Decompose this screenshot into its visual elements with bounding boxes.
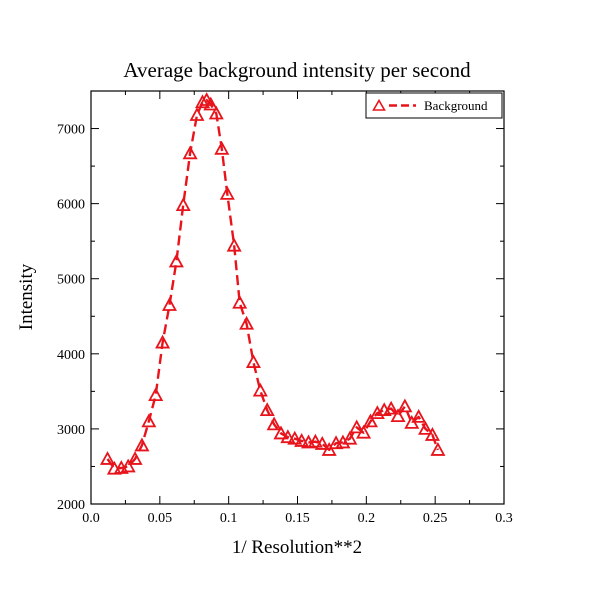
data-point-triangle bbox=[335, 434, 351, 449]
y-tick-label: 4000 bbox=[57, 348, 85, 363]
y-tick-label: 5000 bbox=[57, 273, 85, 288]
data-point-triangle bbox=[383, 400, 399, 415]
y-tick-label: 3000 bbox=[57, 423, 85, 438]
data-point-triangle bbox=[273, 425, 289, 440]
x-tick-label: 0.0 bbox=[82, 511, 100, 526]
series-layer bbox=[100, 92, 446, 475]
data-point-triangle bbox=[175, 197, 191, 212]
data-point-triangle bbox=[141, 413, 157, 428]
data-point-triangle bbox=[362, 413, 378, 428]
data-point-triangle bbox=[411, 409, 427, 423]
data-point-triangle bbox=[287, 430, 303, 445]
data-point-triangle bbox=[208, 105, 224, 120]
y-axis: 2000 3000 4000 5000 6000 7000 bbox=[57, 123, 504, 513]
data-point-triangle bbox=[321, 442, 337, 456]
data-point-triangle bbox=[100, 451, 116, 465]
data-point-triangle bbox=[182, 145, 198, 160]
data-point-triangle bbox=[430, 442, 446, 456]
chart-title: Average background intensity per second bbox=[123, 58, 471, 82]
legend: Background bbox=[365, 92, 503, 119]
data-point-triangle bbox=[239, 315, 255, 330]
data-point-triangle bbox=[232, 294, 248, 309]
legend-box bbox=[365, 92, 503, 119]
legend-label: Background bbox=[424, 98, 488, 113]
data-point-triangle bbox=[148, 387, 164, 402]
y-tick-label: 7000 bbox=[57, 123, 85, 138]
data-point-triangle bbox=[155, 334, 171, 349]
data-point-triangle bbox=[266, 416, 282, 431]
data-point-triangle bbox=[307, 433, 323, 448]
data-point-triangle bbox=[349, 419, 365, 434]
data-point-triangle bbox=[314, 436, 330, 450]
data-point-triangle bbox=[245, 354, 261, 368]
data-point-triangle bbox=[226, 237, 242, 252]
data-point-triangle bbox=[424, 427, 440, 441]
x-tick-label: 0.15 bbox=[285, 511, 310, 526]
data-point-triangle bbox=[168, 253, 184, 268]
data-point-triangle bbox=[134, 437, 150, 452]
x-tick-label: 0.1 bbox=[220, 511, 238, 526]
data-point-triangle bbox=[259, 402, 275, 417]
data-point-triangle bbox=[390, 408, 406, 423]
series-line bbox=[106, 98, 440, 470]
data-point-triangle bbox=[252, 382, 268, 397]
data-point-triangle bbox=[127, 451, 143, 465]
data-point-triangle bbox=[189, 107, 205, 121]
data-point-triangle bbox=[203, 96, 219, 111]
data-point-triangle bbox=[161, 297, 177, 311]
data-point-triangle bbox=[418, 421, 434, 435]
x-axis: 0.0 0.05 0.1 0.15 0.2 0.25 0.3 bbox=[82, 91, 513, 526]
y-axis-label: Intensity bbox=[16, 263, 37, 330]
data-point-triangle bbox=[219, 185, 235, 200]
data-point-triangle bbox=[280, 429, 296, 444]
data-point-triangle bbox=[356, 424, 372, 439]
data-point-triangle bbox=[342, 430, 358, 445]
data-point-triangle bbox=[214, 140, 230, 155]
x-tick-label: 0.25 bbox=[423, 511, 448, 526]
legend-marker-triangle-icon bbox=[372, 98, 386, 111]
data-point-triangle bbox=[194, 94, 211, 109]
y-tick-label: 6000 bbox=[57, 198, 85, 213]
data-point-triangle bbox=[120, 458, 136, 473]
data-point-triangle bbox=[397, 398, 413, 413]
y-tick-label: 2000 bbox=[57, 498, 85, 513]
x-tick-label: 0.2 bbox=[358, 511, 376, 526]
x-tick-label: 0.05 bbox=[148, 511, 173, 526]
x-axis-label: 1/ Resolution**2 bbox=[232, 537, 362, 558]
x-tick-label: 0.3 bbox=[495, 511, 513, 526]
data-point-triangle bbox=[294, 433, 310, 447]
